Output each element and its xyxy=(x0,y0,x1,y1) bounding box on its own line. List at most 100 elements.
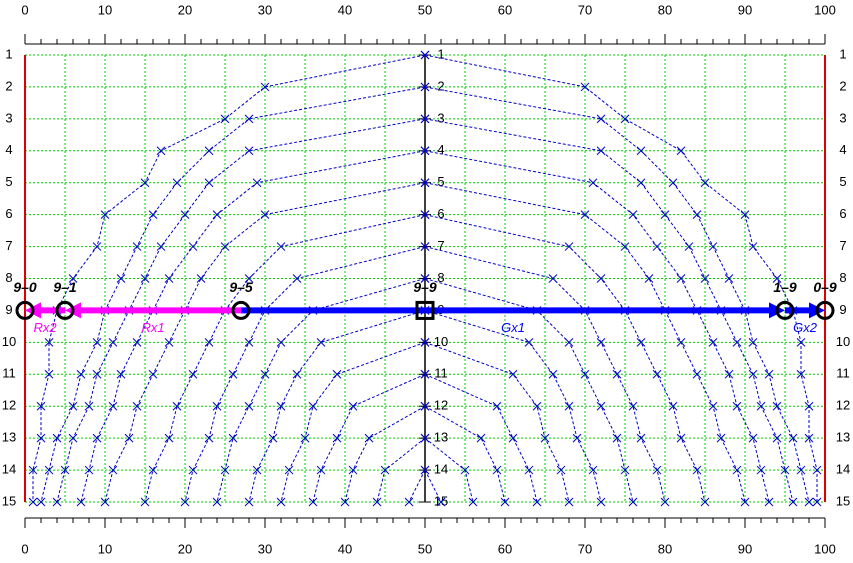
curve xyxy=(80,150,426,503)
x-tick-label: 10 xyxy=(98,2,112,17)
curve xyxy=(424,341,570,503)
x-tick-label: 20 xyxy=(178,541,192,556)
marker xyxy=(52,433,62,443)
y-tick-label: 12 xyxy=(434,398,448,413)
marker xyxy=(204,338,214,347)
marker xyxy=(684,242,694,251)
point xyxy=(815,300,835,320)
y-tick-label: 4 xyxy=(839,142,846,157)
y-tick-label: 1 xyxy=(839,46,846,61)
marker xyxy=(228,369,238,379)
marker xyxy=(652,369,662,379)
marker xyxy=(476,433,486,443)
curve xyxy=(424,405,506,503)
x-tick-label: 0 xyxy=(21,541,28,556)
marker xyxy=(252,465,262,475)
y-tick-label: 13 xyxy=(2,430,16,445)
y-tick-label: 13 xyxy=(836,430,850,445)
y-tick-label: 8 xyxy=(839,270,846,285)
marker xyxy=(796,369,806,379)
point-label: 9–1 xyxy=(53,279,77,295)
curve xyxy=(424,54,818,502)
marker xyxy=(644,274,654,283)
x-tick-label: 100 xyxy=(814,541,836,556)
marker xyxy=(276,401,286,411)
y-tick-label: 10 xyxy=(434,334,448,349)
marker xyxy=(292,369,302,379)
y-tick-label: 9 xyxy=(839,302,846,317)
y-tick-label: 15 xyxy=(836,493,850,508)
curve xyxy=(280,341,426,503)
marker xyxy=(524,338,534,347)
marker xyxy=(628,497,638,507)
marker xyxy=(628,401,638,411)
curve xyxy=(184,246,426,503)
point-label: 9–5 xyxy=(229,279,253,295)
curve xyxy=(344,405,426,503)
marker xyxy=(532,401,542,411)
arrow-label: Gx1 xyxy=(501,320,525,335)
x-tick-label: 40 xyxy=(338,541,352,556)
marker xyxy=(692,465,702,475)
y-tick-label: 8 xyxy=(437,270,444,285)
marker xyxy=(132,338,142,347)
marker xyxy=(116,369,126,379)
marker xyxy=(348,401,358,411)
marker xyxy=(212,497,222,507)
marker xyxy=(188,369,198,379)
marker xyxy=(596,401,606,411)
y-tick-label: 2 xyxy=(437,78,444,93)
marker xyxy=(508,433,518,443)
point-label: 9–0 xyxy=(13,279,37,295)
y-tick-label: 10 xyxy=(836,334,850,349)
marker xyxy=(60,465,70,475)
marker xyxy=(708,338,718,347)
y-tick-label: 6 xyxy=(5,206,12,221)
marker xyxy=(28,465,38,475)
marker xyxy=(740,497,750,507)
y-tick-label: 6 xyxy=(437,206,444,221)
y-tick-label: 14 xyxy=(836,462,850,477)
curve xyxy=(424,86,810,503)
marker xyxy=(332,433,342,443)
marker xyxy=(308,497,318,507)
y-tick-label: 6 xyxy=(839,206,846,221)
y-tick-label: 8 xyxy=(5,270,12,285)
point-label: 0–9 xyxy=(813,279,837,295)
marker xyxy=(148,465,158,475)
point xyxy=(231,300,251,320)
y-tick-label: 9 xyxy=(5,302,12,317)
y-tick-label: 15 xyxy=(434,493,448,508)
x-tick-label: 60 xyxy=(498,2,512,17)
marker xyxy=(36,401,46,411)
marker xyxy=(780,465,790,475)
marker xyxy=(420,338,430,347)
x-tick-label: 80 xyxy=(658,2,672,17)
marker xyxy=(316,338,326,347)
marker xyxy=(612,369,622,379)
marker xyxy=(500,497,510,507)
marker xyxy=(492,401,502,411)
x-tick-label: 20 xyxy=(178,2,192,17)
marker xyxy=(340,497,350,507)
marker xyxy=(676,146,686,156)
marker xyxy=(68,401,78,411)
curve xyxy=(424,214,706,503)
curve xyxy=(376,437,426,503)
curve xyxy=(104,182,426,503)
y-tick-label: 4 xyxy=(5,142,12,157)
marker xyxy=(308,401,318,411)
point xyxy=(415,300,435,320)
marker xyxy=(612,433,622,443)
marker xyxy=(564,401,574,411)
y-tick-label: 14 xyxy=(434,462,448,477)
y-tick-label: 3 xyxy=(5,110,12,125)
x-tick-label: 60 xyxy=(498,541,512,556)
marker xyxy=(548,369,558,379)
marker xyxy=(332,369,342,379)
marker xyxy=(812,497,822,507)
x-tick-label: 30 xyxy=(258,541,272,556)
marker xyxy=(364,433,374,443)
curve xyxy=(424,150,770,503)
marker xyxy=(172,401,182,411)
